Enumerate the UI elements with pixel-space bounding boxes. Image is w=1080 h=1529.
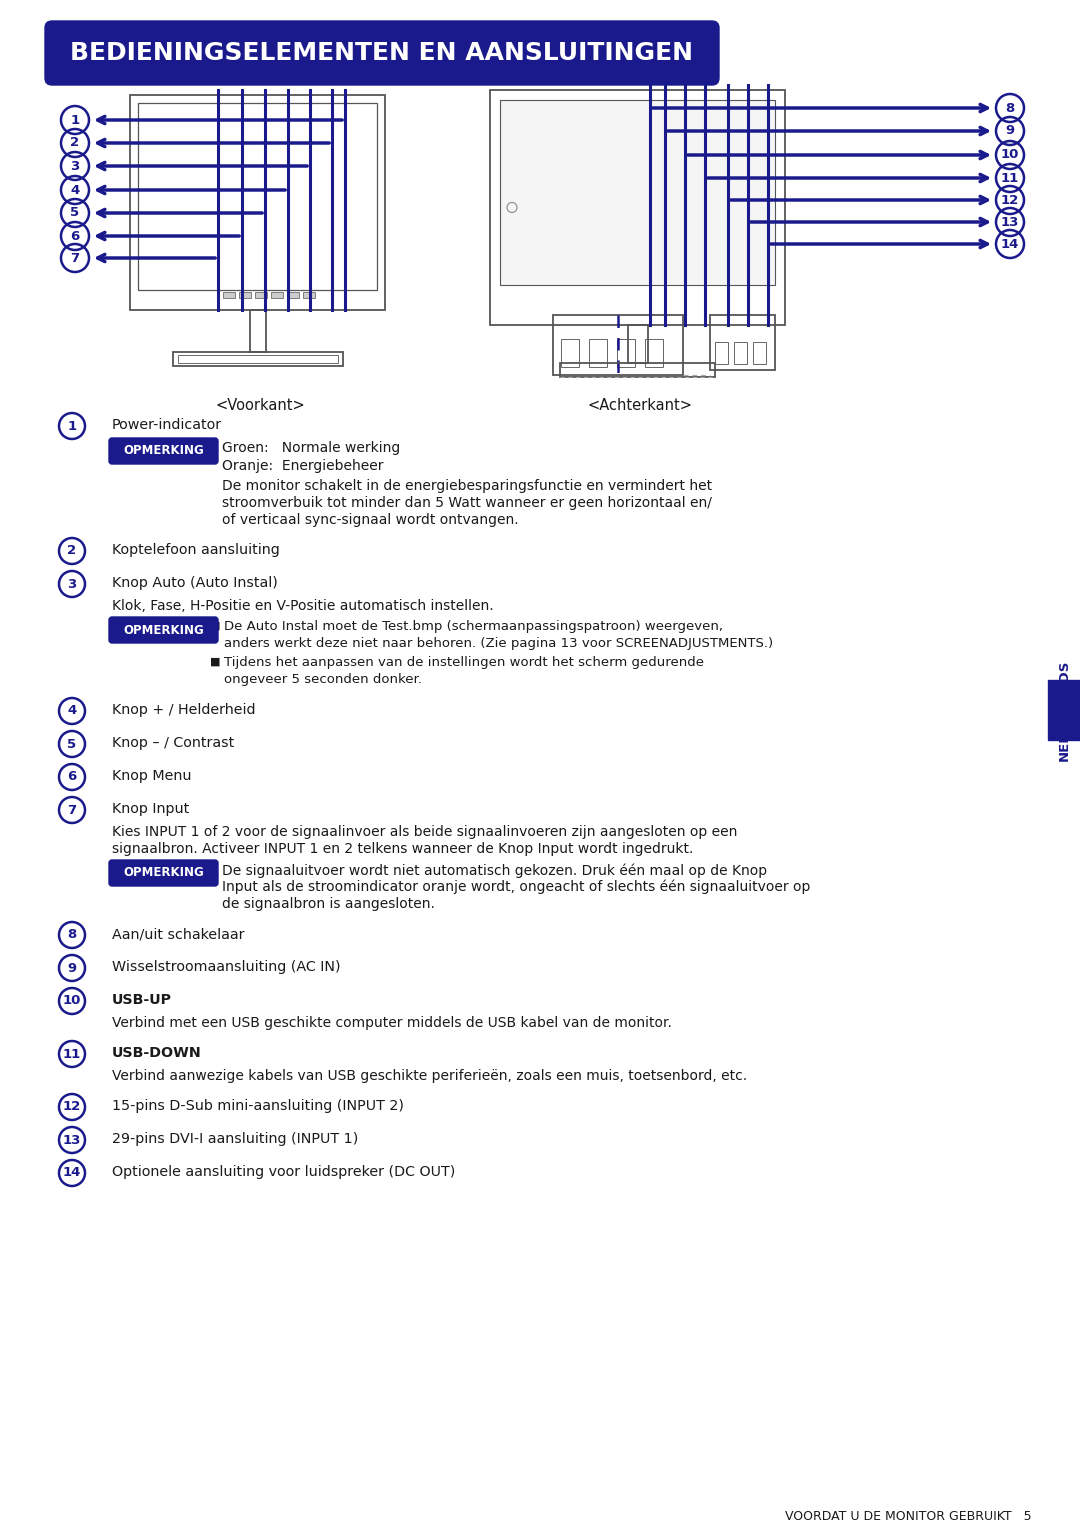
Text: Verbind met een USB geschikte computer middels de USB kabel van de monitor.: Verbind met een USB geschikte computer m…: [112, 1015, 672, 1031]
Text: USB-DOWN: USB-DOWN: [112, 1046, 202, 1060]
Text: Aan/uit schakelaar: Aan/uit schakelaar: [112, 927, 244, 940]
Text: Knop Menu: Knop Menu: [112, 769, 191, 783]
Bar: [177, 355, 337, 362]
Text: Koptelefoon aansluiting: Koptelefoon aansluiting: [112, 543, 280, 557]
Text: 4: 4: [67, 705, 77, 717]
Text: 12: 12: [1001, 194, 1020, 206]
Bar: [500, 99, 775, 284]
Text: 15-pins D-Sub mini-aansluiting (INPUT 2): 15-pins D-Sub mini-aansluiting (INPUT 2): [112, 1099, 404, 1113]
Bar: [561, 339, 579, 367]
Text: 14: 14: [63, 1167, 81, 1179]
Text: signaalbron. Activeer INPUT 1 en 2 telkens wanneer de Knop Input wordt ingedrukt: signaalbron. Activeer INPUT 1 en 2 telke…: [112, 842, 693, 856]
Text: Knop Auto (Auto Instal): Knop Auto (Auto Instal): [112, 576, 278, 590]
Bar: [710, 315, 775, 370]
Text: 9: 9: [67, 962, 77, 974]
Text: <Achterkant>: <Achterkant>: [588, 398, 692, 413]
Bar: [617, 339, 635, 367]
Bar: [130, 95, 384, 310]
Text: Verbind aanwezige kabels van USB geschikte periferieën, zoals een muis, toetsenb: Verbind aanwezige kabels van USB geschik…: [112, 1069, 747, 1083]
Bar: [1048, 680, 1080, 740]
Bar: [753, 342, 766, 364]
FancyBboxPatch shape: [45, 21, 719, 86]
Text: OPMERKING: OPMERKING: [123, 624, 204, 636]
Text: Oranje:  Energiebeheer: Oranje: Energiebeheer: [222, 459, 383, 472]
Text: 7: 7: [67, 804, 77, 816]
Text: 13: 13: [63, 1133, 81, 1147]
Text: Kies INPUT 1 of 2 voor de signaalinvoer als beide signaalinvoeren zijn aangeslot: Kies INPUT 1 of 2 voor de signaalinvoer …: [112, 826, 738, 839]
Text: 6: 6: [70, 229, 80, 243]
Text: 3: 3: [70, 159, 80, 173]
Text: 13: 13: [1001, 216, 1020, 228]
Text: Power-indicator: Power-indicator: [112, 417, 222, 433]
Text: 3: 3: [67, 578, 77, 590]
Text: Knop – / Contrast: Knop – / Contrast: [112, 735, 234, 751]
FancyBboxPatch shape: [109, 859, 218, 885]
Text: Knop Input: Knop Input: [112, 803, 189, 816]
Text: 8: 8: [67, 928, 77, 942]
Text: de signaalbron is aangesloten.: de signaalbron is aangesloten.: [222, 898, 435, 911]
Text: 8: 8: [1005, 101, 1014, 115]
Bar: [561, 362, 715, 378]
Bar: [173, 352, 342, 365]
Text: De monitor schakelt in de energiebesparingsfunctie en vermindert het: De monitor schakelt in de energiebespari…: [222, 479, 712, 492]
FancyBboxPatch shape: [109, 437, 218, 463]
Text: Wisselstroomaansluiting (AC IN): Wisselstroomaansluiting (AC IN): [112, 960, 340, 974]
FancyBboxPatch shape: [109, 618, 218, 644]
Text: 6: 6: [67, 771, 77, 783]
Text: 14: 14: [1001, 237, 1020, 251]
Text: VOORDAT U DE MONITOR GEBRUIKT   5: VOORDAT U DE MONITOR GEBRUIKT 5: [785, 1511, 1032, 1523]
Text: stroomverbuik tot minder dan 5 Watt wanneer er geen horizontaal en/: stroomverbuik tot minder dan 5 Watt wann…: [222, 495, 712, 511]
Bar: [645, 339, 662, 367]
Bar: [589, 339, 607, 367]
Text: 11: 11: [63, 1047, 81, 1061]
Text: NEDERLANDS: NEDERLANDS: [1057, 659, 1070, 761]
Bar: [270, 292, 283, 298]
Text: 5: 5: [70, 206, 80, 220]
Text: USB-UP: USB-UP: [112, 992, 172, 1008]
Text: Groen:   Normale werking: Groen: Normale werking: [222, 440, 401, 456]
Text: ■: ■: [210, 657, 220, 667]
Text: 4: 4: [70, 183, 80, 197]
Text: 7: 7: [70, 251, 80, 265]
Text: 2: 2: [67, 544, 77, 558]
Text: BEDIENINGSELEMENTEN EN AANSLUITINGEN: BEDIENINGSELEMENTEN EN AANSLUITINGEN: [70, 41, 693, 66]
Text: Tijdens het aanpassen van de instellingen wordt het scherm gedurende: Tijdens het aanpassen van de instellinge…: [224, 656, 704, 670]
Text: Knop + / Helderheid: Knop + / Helderheid: [112, 703, 256, 717]
Text: 12: 12: [63, 1101, 81, 1113]
Text: of verticaal sync-signaal wordt ontvangen.: of verticaal sync-signaal wordt ontvange…: [222, 514, 518, 528]
Bar: [302, 292, 314, 298]
Text: Klok, Fase, H-Positie en V-Positie automatisch instellen.: Klok, Fase, H-Positie en V-Positie autom…: [112, 599, 494, 613]
Text: 10: 10: [1001, 148, 1020, 162]
Bar: [553, 315, 683, 375]
Bar: [627, 326, 648, 362]
Text: anders werkt deze niet naar behoren. (Zie pagina 13 voor SCREENADJUSTMENTS.): anders werkt deze niet naar behoren. (Zi…: [224, 638, 773, 650]
Text: 9: 9: [1005, 124, 1014, 138]
Text: 29-pins DVI-I aansluiting (INPUT 1): 29-pins DVI-I aansluiting (INPUT 1): [112, 1131, 359, 1147]
Text: 11: 11: [1001, 171, 1020, 185]
Text: 1: 1: [70, 113, 80, 127]
Text: Input als de stroomindicator oranje wordt, ongeacht of slechts één signaaluitvoe: Input als de stroomindicator oranje word…: [222, 881, 810, 894]
Text: ■: ■: [210, 621, 220, 631]
Bar: [286, 292, 298, 298]
Bar: [490, 90, 785, 326]
Text: 5: 5: [67, 737, 77, 751]
Bar: [249, 310, 266, 352]
Text: 2: 2: [70, 136, 80, 150]
Bar: [138, 102, 377, 291]
Text: ongeveer 5 seconden donker.: ongeveer 5 seconden donker.: [224, 673, 422, 687]
Bar: [255, 292, 267, 298]
Bar: [239, 292, 251, 298]
Text: 10: 10: [63, 994, 81, 1008]
Bar: [715, 342, 728, 364]
Text: <Voorkant>: <Voorkant>: [215, 398, 305, 413]
Text: OPMERKING: OPMERKING: [123, 445, 204, 457]
Text: De Auto Instal moet de Test.bmp (schermaanpassingspatroon) weergeven,: De Auto Instal moet de Test.bmp (scherma…: [224, 619, 723, 633]
Text: 1: 1: [67, 419, 77, 433]
Bar: [222, 292, 234, 298]
Text: OPMERKING: OPMERKING: [123, 867, 204, 879]
Text: Optionele aansluiting voor luidspreker (DC OUT): Optionele aansluiting voor luidspreker (…: [112, 1165, 456, 1179]
Text: De signaaluitvoer wordt niet automatisch gekozen. Druk één maal op de Knop: De signaaluitvoer wordt niet automatisch…: [222, 862, 767, 878]
Bar: [734, 342, 747, 364]
